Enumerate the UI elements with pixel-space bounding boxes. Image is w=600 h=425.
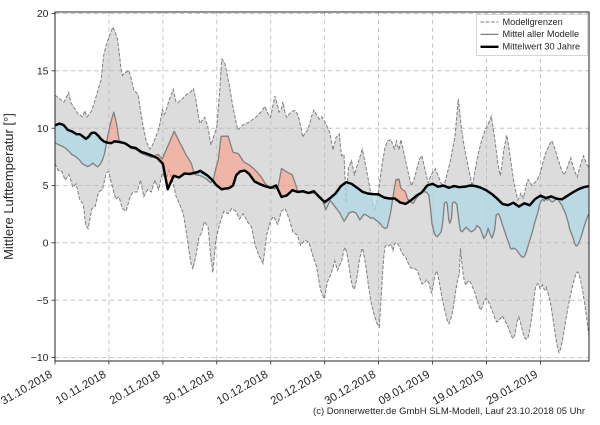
- svg-text:0: 0: [43, 238, 49, 250]
- svg-text:20: 20: [37, 8, 49, 20]
- svg-text:−10: −10: [31, 352, 49, 364]
- svg-text:Mittelwert 30 Jahre: Mittelwert 30 Jahre: [503, 42, 581, 52]
- svg-text:5: 5: [43, 180, 49, 192]
- svg-text:Modellgrenzen: Modellgrenzen: [503, 17, 563, 27]
- svg-text:(c) Donnerwetter.de GmbH SLM-M: (c) Donnerwetter.de GmbH SLM-Modell, Lau…: [313, 406, 585, 417]
- svg-text:Mittel aller Modelle: Mittel aller Modelle: [503, 29, 580, 39]
- svg-text:−5: −5: [37, 295, 49, 307]
- svg-text:Mittlere Lufttemperatur [°]: Mittlere Lufttemperatur [°]: [1, 113, 16, 260]
- svg-text:15: 15: [37, 66, 49, 78]
- svg-text:10: 10: [37, 123, 49, 135]
